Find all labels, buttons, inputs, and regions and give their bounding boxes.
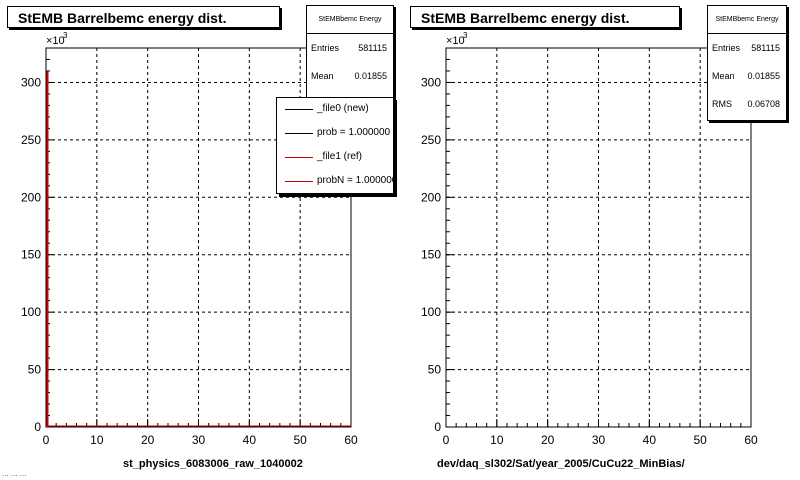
stats-rms-label: RMS <box>712 99 732 109</box>
stats-mean-label: Mean <box>311 71 334 81</box>
x-tick-label: 40 <box>643 433 657 447</box>
x-tick-label: 10 <box>90 433 104 447</box>
legend-line <box>285 109 313 110</box>
legend-line <box>285 181 313 182</box>
y-tick-label: 0 <box>34 420 41 434</box>
stats-entries-value: 581115 <box>751 43 780 53</box>
legend-label: _file1 (ref) <box>317 151 363 162</box>
stats-row-rms: RMS 0.06708 <box>708 90 786 118</box>
y-tick-label: 50 <box>428 363 442 377</box>
stats-row-entries: Entries 581115 <box>708 34 786 62</box>
legend-entry: _file0 (new) <box>277 98 393 122</box>
stats-row-mean: Mean 0.01855 <box>708 62 786 90</box>
y-multiplier-label: ×10 <box>46 35 65 47</box>
plot-right: 0 10 20 30 40 50 60 0 50 100 150 200 250 300 ×103 <box>421 31 758 447</box>
x-tick-label: 50 <box>693 433 707 447</box>
footer-text: ... ... ... <box>2 469 27 478</box>
chart-title-left: StEMB Barrelbemc energy dist. <box>7 6 280 28</box>
stats-mean-value: 0.01855 <box>747 71 780 81</box>
x-tick-label: 30 <box>592 433 606 447</box>
legend-label: prob = 1.000000 <box>317 127 391 138</box>
y-tick-label: 200 <box>421 190 441 204</box>
stats-row-entries: Entries 581115 <box>307 34 393 62</box>
chart-title-right: StEMB Barrelbemc energy dist. <box>410 6 680 28</box>
x-axis-title-left: st_physics_6083006_raw_1040002 <box>123 458 303 470</box>
x-tick-label: 10 <box>490 433 504 447</box>
stats-rms-value: 0.06708 <box>747 99 780 109</box>
x-tick-label: 0 <box>43 433 50 447</box>
x-tick-label: 40 <box>243 433 257 447</box>
legend-entry: probN = 1.000000 <box>277 170 394 193</box>
stats-entries-value: 581115 <box>358 43 387 53</box>
y-tick-label: 150 <box>421 248 441 262</box>
y-tick-label: 200 <box>21 190 41 204</box>
y-tick-label: 100 <box>421 305 441 319</box>
stats-mean-label: Mean <box>712 71 735 81</box>
stats-title: StEMBbemc Energy <box>307 6 393 34</box>
stats-box-right: StEMBbemc Energy Entries 581115 Mean 0.0… <box>707 5 787 121</box>
y-multiplier-exponent: 3 <box>463 31 468 40</box>
legend-entry: prob = 1.000000 <box>277 122 393 146</box>
stats-mean-value: 0.01855 <box>354 71 387 81</box>
x-axis-title-right: dev/daq_sl302/Sat/year_2005/CuCu22_MinBi… <box>437 458 685 470</box>
legend: _file0 (new) prob = 1.000000 _file1 (ref… <box>276 97 394 194</box>
legend-line <box>285 133 313 134</box>
legend-entry: _file1 (ref) <box>277 146 393 170</box>
x-tick-label: 60 <box>344 433 358 447</box>
stats-row-mean: Mean 0.01855 <box>307 62 393 90</box>
legend-label: _file0 (new) <box>317 103 369 114</box>
legend-label: probN = 1.000000 <box>317 175 394 186</box>
x-tick-label: 0 <box>443 433 450 447</box>
stats-title: StEMBbemc Energy <box>708 6 786 34</box>
stats-entries-label: Entries <box>712 43 741 53</box>
stats-entries-label: Entries <box>311 43 340 53</box>
x-tick-label: 20 <box>141 433 155 447</box>
y-tick-label: 250 <box>21 133 41 147</box>
x-tick-label: 30 <box>192 433 206 447</box>
legend-line <box>285 157 313 158</box>
y-tick-label: 150 <box>21 248 41 262</box>
y-tick-label: 0 <box>434 420 441 434</box>
y-tick-label: 50 <box>28 363 42 377</box>
y-multiplier-label: ×10 <box>446 35 465 47</box>
x-tick-label: 50 <box>293 433 307 447</box>
stats-box-left: StEMBbemc Energy Entries 581115 Mean 0.0… <box>306 5 394 99</box>
y-tick-label: 100 <box>21 305 41 319</box>
y-tick-label: 300 <box>421 75 441 89</box>
y-tick-label: 300 <box>21 75 41 89</box>
y-tick-label: 250 <box>421 133 441 147</box>
x-tick-label: 20 <box>541 433 555 447</box>
y-multiplier-exponent: 3 <box>63 31 68 40</box>
x-tick-label: 60 <box>744 433 758 447</box>
